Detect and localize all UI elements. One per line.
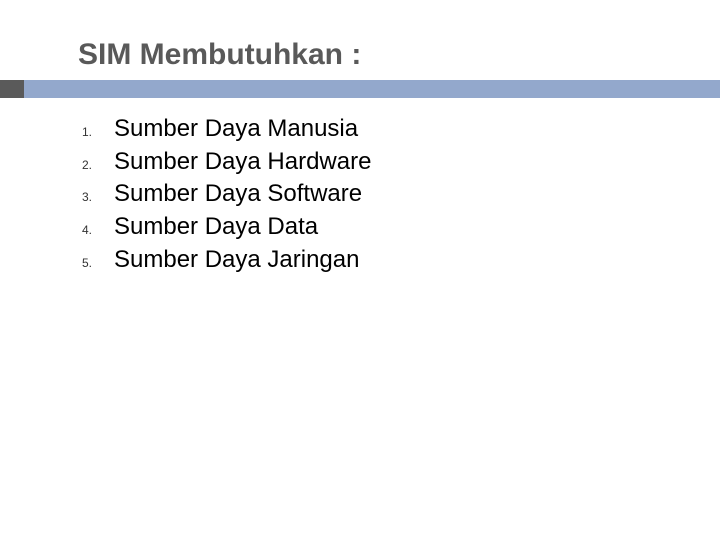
underline-bar [0,80,720,98]
list-number: 3. [82,190,114,204]
slide-title: SIM Membutuhkan : [0,38,720,72]
list-item: 4. Sumber Daya Data [82,212,720,243]
content-area: 1. Sumber Daya Manusia 2. Sumber Daya Ha… [0,98,720,276]
slide-container: SIM Membutuhkan : 1. Sumber Daya Manusia… [0,0,720,540]
list-number: 2. [82,158,114,172]
title-underline [0,80,720,98]
underline-accent [0,80,24,98]
list-text: Sumber Daya Software [114,179,362,210]
list-item: 3. Sumber Daya Software [82,179,720,210]
list-number: 5. [82,256,114,270]
list-number: 4. [82,223,114,237]
list-item: 5. Sumber Daya Jaringan [82,245,720,276]
list-text: Sumber Daya Data [114,212,318,243]
list-number: 1. [82,125,114,139]
list-item: 1. Sumber Daya Manusia [82,114,720,145]
list-item: 2. Sumber Daya Hardware [82,147,720,178]
list-text: Sumber Daya Jaringan [114,245,359,276]
list-text: Sumber Daya Hardware [114,147,371,178]
list-text: Sumber Daya Manusia [114,114,358,145]
